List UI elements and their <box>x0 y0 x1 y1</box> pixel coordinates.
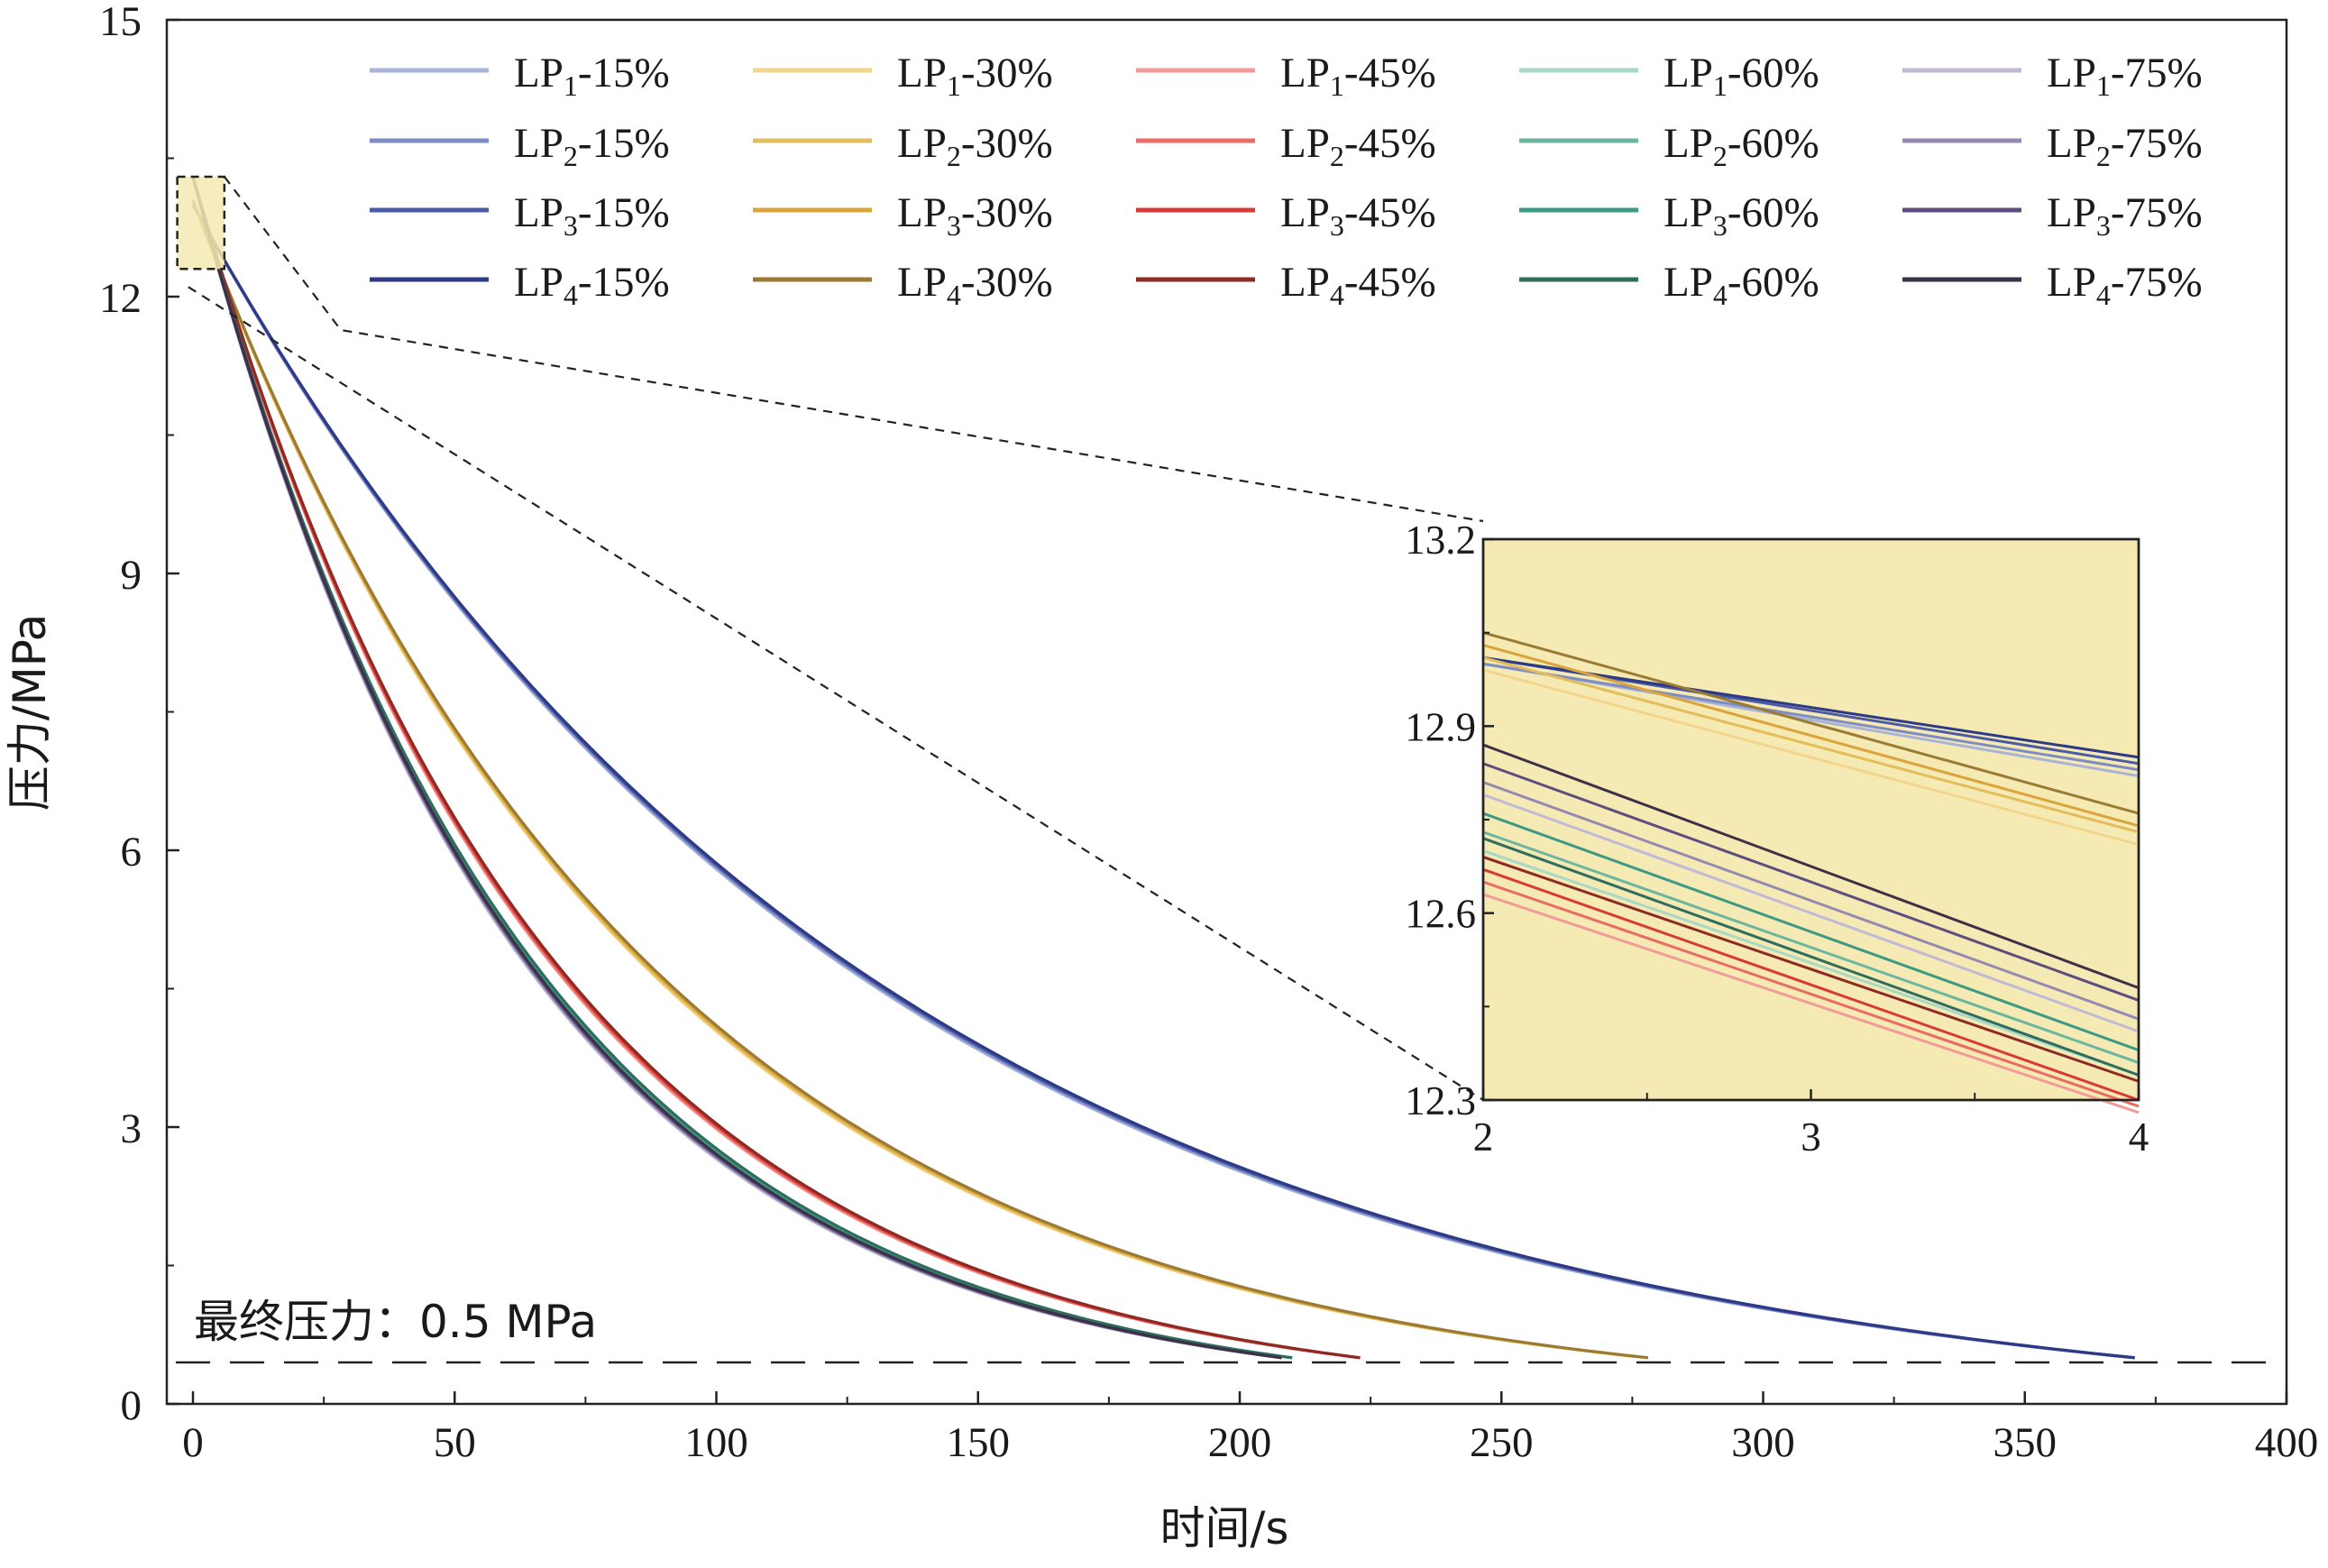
y-tick-label: 9 <box>121 552 142 599</box>
inset-series-line <box>1482 762 2140 1002</box>
connector-line-top <box>223 176 1484 523</box>
inset-plot: 2 3 4 12.3 12.6 12.9 13.2 <box>188 176 2149 1160</box>
x-tick-label: 250 <box>1470 1419 1534 1466</box>
inset-series-line <box>1482 856 2140 1083</box>
inset-series-line <box>1482 656 2140 834</box>
series-line <box>191 176 1293 1360</box>
y-tick-label: 3 <box>121 1105 142 1152</box>
inset-series-line <box>1482 644 2140 828</box>
x-tick-label: 0 <box>182 1419 204 1466</box>
inset-series-line <box>1482 812 2140 1052</box>
inset-series-line <box>1482 743 2140 990</box>
zoom-box <box>176 175 226 271</box>
legend-label: LP2-30% <box>897 120 1053 172</box>
y-tick-label: 6 <box>121 829 142 876</box>
legend-label: LP3-45% <box>1280 189 1436 242</box>
inset-series-line <box>1482 781 2140 1021</box>
legend-label: LP3-15% <box>514 189 670 242</box>
main-plot: 0 50 100 150 200 250 300 350 400 0 3 6 9 12 15 <box>99 0 2318 1466</box>
inset-series-line <box>1482 662 2140 772</box>
inset-series-line <box>1482 880 2140 1108</box>
x-tick-label: 200 <box>1208 1419 1272 1466</box>
x-tick-label: 100 <box>684 1419 748 1466</box>
legend-label: LP4-30% <box>897 259 1053 311</box>
legend-label: LP2-75% <box>2047 120 2203 172</box>
legend-label: LP1-75% <box>2047 50 2203 102</box>
legend-label: LP1-45% <box>1280 50 1436 102</box>
legend-label: LP2-45% <box>1280 120 1436 172</box>
inset-y-tick-label: 12.6 <box>1405 892 1476 937</box>
legend-label: LP3-30% <box>897 189 1053 242</box>
inset-series-line <box>1482 849 2140 1077</box>
inset-series-line <box>1482 668 2140 847</box>
inset-x-tick-label: 3 <box>1801 1114 1821 1160</box>
y-tick-label: 12 <box>99 275 142 322</box>
x-tick-label: 50 <box>434 1419 476 1466</box>
legend-label: LP4-75% <box>2047 259 2203 311</box>
legend-label: LP4-45% <box>1280 259 1436 311</box>
inset-series-line <box>1482 867 2140 1102</box>
inset-series-line <box>1482 837 2140 1077</box>
y-tick-label: 0 <box>121 1382 142 1429</box>
y-axis-title: 压力/MPa <box>4 614 56 812</box>
legend-label: LP3-60% <box>1664 189 1819 242</box>
x-tick-label: 400 <box>2255 1419 2319 1466</box>
inset-x-tick-label: 2 <box>1473 1114 1494 1160</box>
x-tick-label: 150 <box>947 1419 1011 1466</box>
inset-y-tick-label: 12.9 <box>1405 704 1476 749</box>
x-axis-title: 时间/s <box>1160 1502 1289 1554</box>
legend-label: LP1-15% <box>514 50 670 102</box>
legend-label: LP1-30% <box>897 50 1053 102</box>
series-line <box>191 198 1648 1360</box>
legend-label: LP3-75% <box>2047 189 2203 242</box>
connector-line-bottom <box>188 286 1484 1101</box>
inset-x-tick-label: 4 <box>2129 1114 2149 1160</box>
legend-label: LP2-15% <box>514 120 670 172</box>
x-tick-label: 300 <box>1731 1419 1795 1466</box>
x-tick-label: 350 <box>1993 1419 2058 1466</box>
inset-series-line <box>1482 793 2140 1033</box>
inset-frame <box>1481 537 2140 1102</box>
inset-series-line <box>1482 830 2140 1064</box>
legend-label: LP2-60% <box>1664 120 1819 172</box>
series-line <box>191 176 1361 1360</box>
legend-label: LP4-60% <box>1664 259 1819 311</box>
inset-y-tick-label: 13.2 <box>1405 518 1476 563</box>
inset-y-tick-label: 12.3 <box>1405 1078 1476 1123</box>
y-tick-label: 15 <box>99 0 142 45</box>
legend-label: LP4-15% <box>514 259 670 311</box>
series-line <box>191 176 1282 1360</box>
series-line <box>191 203 2135 1360</box>
legend-label: LP1-60% <box>1664 50 1819 102</box>
inset-series-line <box>1482 893 2140 1114</box>
final-pressure-annotation: 最终压力：0.5 MPa <box>194 1296 597 1348</box>
legend: LP1-15% LP1-30% LP1-45% LP1-60% LP1-75% LP2-1… <box>370 50 2203 311</box>
inset-series-line <box>1482 631 2140 815</box>
